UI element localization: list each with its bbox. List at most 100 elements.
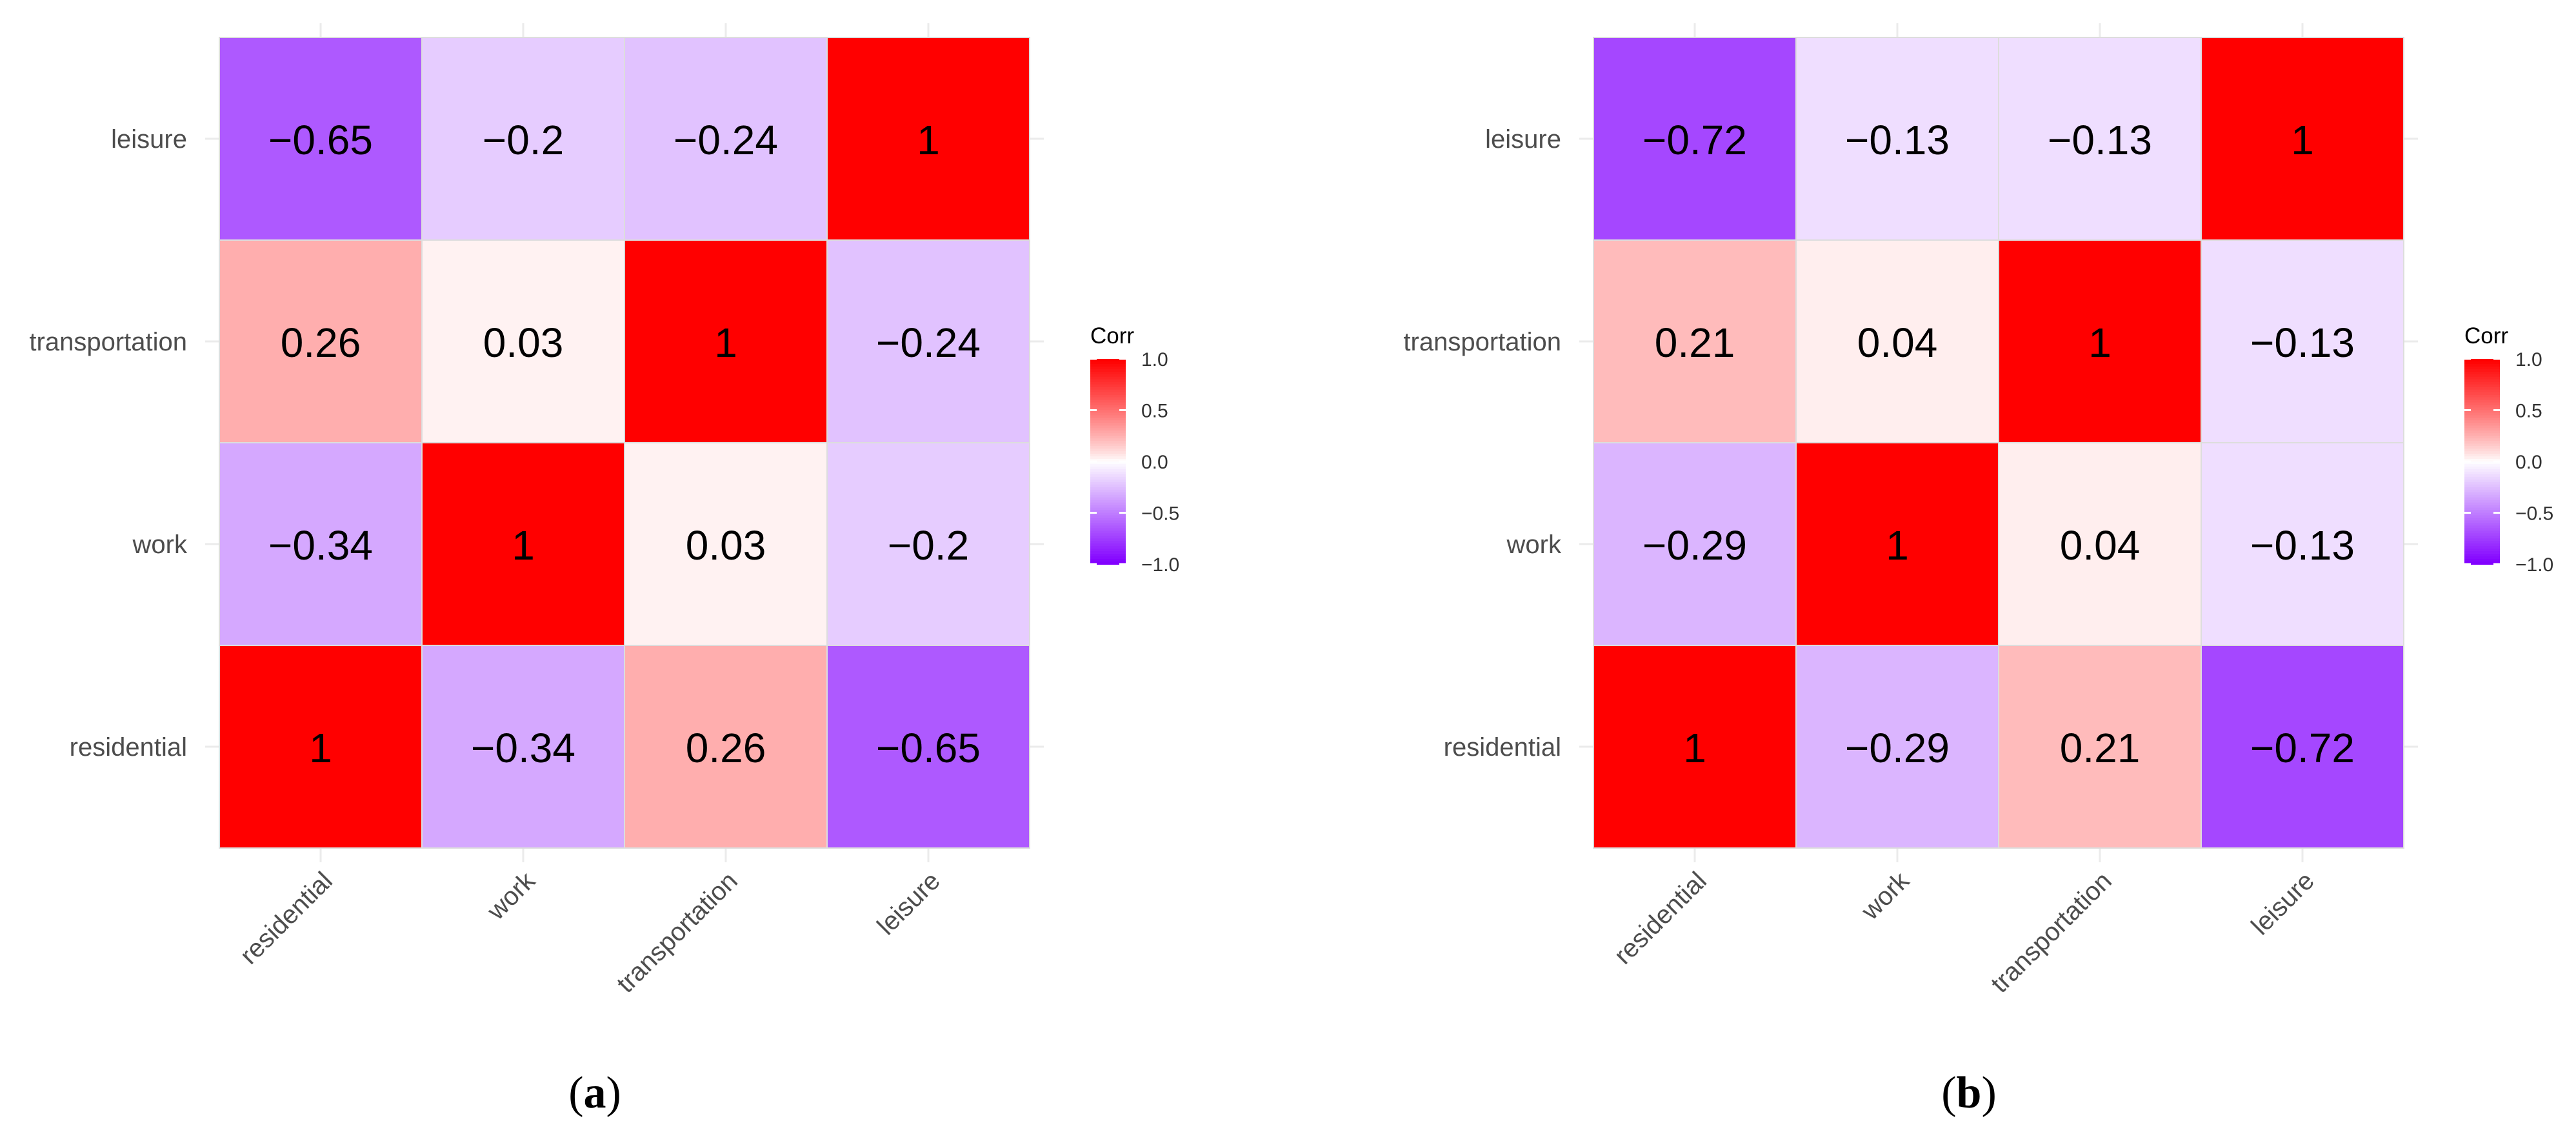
legend-gradient-step: [2464, 489, 2500, 493]
legend-gradient-step: [1090, 400, 1126, 403]
legend-gradient-step: [1090, 505, 1126, 509]
y-tick-label-residential: residential: [1444, 733, 1561, 762]
legend-gradient-step: [2464, 492, 2500, 496]
x-tick-label-leisure: leisure: [2246, 867, 2319, 940]
legend-gradient-step: [1090, 481, 1126, 485]
legend-gradient-step: [2464, 510, 2500, 514]
legend-gradient-step: [2464, 536, 2500, 540]
legend-gradient-step: [1090, 461, 1126, 465]
legend-gradient-step: [1090, 531, 1126, 534]
cell-value-label: −0.34: [268, 522, 373, 569]
legend-gradient-step: [2464, 405, 2500, 409]
cell-leisure-transportation: [624, 37, 828, 241]
legend-title: Corr: [2464, 323, 2508, 349]
legend-gradient-step: [1090, 528, 1126, 532]
cell-value-label: 0.21: [1655, 319, 1735, 366]
legend-gradient-step: [1090, 441, 1126, 445]
legend-gradient-step: [1090, 543, 1126, 547]
legend-gradient-step: [2464, 479, 2500, 483]
legend-gradient-step: [2464, 554, 2500, 558]
legend-gradient-step: [1090, 474, 1126, 478]
cell-work-transportation: [624, 442, 828, 646]
cell-value-label: −0.72: [1642, 117, 1747, 163]
legend-gradient-step: [2464, 363, 2500, 367]
legend-gradient-step: [1090, 515, 1126, 519]
legend-gradient-step: [2464, 556, 2500, 560]
legend-gradient-step: [2464, 438, 2500, 442]
cell-residential-leisure: [826, 645, 1030, 849]
legend-gradient-step: [2464, 528, 2500, 532]
legend-gradient-step: [1090, 546, 1126, 550]
legend-gradient-step: [1090, 551, 1126, 555]
legend-gradient-step: [1090, 361, 1126, 365]
legend-gradient-step: [1090, 554, 1126, 558]
cell-value-label: 0.21: [2060, 725, 2141, 771]
cell-value-label: −0.13: [2250, 319, 2355, 366]
x-tick-label-work: work: [1855, 866, 1915, 926]
cell-transportation-transportation: [624, 239, 828, 443]
legend-gradient-step: [1090, 412, 1126, 416]
cell-value-label: −0.2: [888, 522, 969, 569]
cell-value-label: −0.24: [876, 319, 981, 366]
legend-gradient-step: [2464, 400, 2500, 403]
legend-gradient-step: [2464, 500, 2500, 503]
legend-gradient-step: [1090, 366, 1126, 370]
legend-gradient-step: [2464, 549, 2500, 552]
legend-gradient-step: [1090, 363, 1126, 367]
legend-gradient-step: [2464, 397, 2500, 401]
cell-leisure-leisure: [2201, 37, 2404, 241]
legend-gradient-step: [2464, 369, 2500, 372]
legend-gradient-step: [1090, 405, 1126, 409]
legend-title: Corr: [1090, 323, 1134, 349]
cell-transportation-work: [421, 239, 625, 443]
legend-gradient-step: [2464, 420, 2500, 424]
legend-gradient-step: [2464, 538, 2500, 542]
legend-gradient-step: [2464, 436, 2500, 440]
legend-gradient-step: [2464, 451, 2500, 455]
cell-work-transportation: [1998, 442, 2202, 646]
y-tick-label-transportation: transportation: [29, 328, 187, 356]
legend-gradient-step: [2464, 525, 2500, 529]
legend-gradient-step: [1090, 410, 1126, 414]
cell-work-leisure: [2201, 442, 2404, 646]
legend-gradient-step: [1090, 376, 1126, 380]
legend-gradient-step: [1090, 469, 1126, 472]
y-tick-label-work: work: [1506, 531, 1562, 559]
cell-value-label: 0.03: [686, 522, 766, 569]
cell-value-label: −0.65: [876, 725, 981, 771]
cell-value-label: 0.26: [281, 319, 361, 366]
y-tick-label-residential: residential: [70, 733, 187, 762]
cell-value-label: −0.65: [268, 117, 373, 163]
legend-gradient-step: [2464, 433, 2500, 437]
legend-gradient-step: [1090, 443, 1126, 447]
legend-gradient-step: [2464, 389, 2500, 393]
legend-gradient-step: [1090, 436, 1126, 440]
legend-gradient-step: [1090, 407, 1126, 411]
y-tick-label-work: work: [132, 531, 188, 559]
legend-tick-label: −0.5: [2515, 503, 2553, 525]
cell-value-label: 1: [714, 319, 737, 366]
legend-gradient-step: [1090, 487, 1126, 491]
legend-gradient-step: [1090, 512, 1126, 516]
panel-label: (a): [568, 1068, 621, 1118]
legend-gradient-step: [2464, 507, 2500, 511]
legend-gradient-step: [2464, 361, 2500, 365]
cell-value-label: 1: [2088, 319, 2112, 366]
legend-gradient-step: [1090, 489, 1126, 493]
legend-gradient-step: [2464, 515, 2500, 519]
legend-gradient-step: [2464, 425, 2500, 429]
legend-gradient-step: [2464, 394, 2500, 398]
legend-gradient-step: [1090, 523, 1126, 527]
cell-leisure-leisure: [826, 37, 1030, 241]
legend-gradient-step: [1090, 463, 1126, 467]
cell-residential-work: [1795, 645, 1999, 849]
cell-value-label: 0.04: [1857, 319, 1938, 366]
cell-value-label: −0.13: [2048, 117, 2152, 163]
legend-gradient-step: [2464, 449, 2500, 452]
cell-value-label: −0.2: [483, 117, 564, 163]
cell-leisure-work: [1795, 37, 1999, 241]
cell-transportation-leisure: [826, 239, 1030, 443]
cell-value-label: −0.13: [2250, 522, 2355, 569]
cell-value-label: 0.04: [2060, 522, 2141, 569]
